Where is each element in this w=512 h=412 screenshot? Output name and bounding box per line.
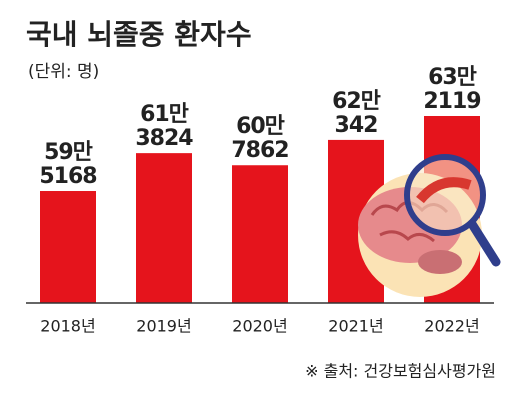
value-label: 342 <box>335 113 378 138</box>
bar <box>232 165 288 303</box>
value-label: 7862 <box>231 138 288 163</box>
x-tick-label: 2018년 <box>40 317 95 336</box>
value-label: 62만 <box>332 89 381 114</box>
chart-title: 국내 뇌졸중 환자수 <box>26 18 252 51</box>
x-tick-label: 2021년 <box>328 317 383 336</box>
brain-illustration <box>358 154 501 297</box>
x-tick-label: 2020년 <box>232 317 287 336</box>
x-tick-label: 2022년 <box>424 317 479 336</box>
value-label: 3824 <box>135 126 193 151</box>
x-tick-label: 2019년 <box>136 317 191 336</box>
cerebellum <box>418 250 462 274</box>
value-label: 5168 <box>39 164 96 189</box>
source: ※ 출처: 건강보험심사평가원 <box>305 362 496 381</box>
unit-label: (단위: 명) <box>28 62 99 82</box>
vessel <box>416 177 472 204</box>
value-label: 59만 <box>44 140 93 165</box>
bar <box>40 191 96 303</box>
value-label: 60만 <box>236 114 285 139</box>
value-label: 2119 <box>423 89 480 114</box>
magnifier-handle <box>467 219 501 267</box>
magnifier <box>404 154 486 236</box>
value-label: 61만 <box>140 102 189 127</box>
value-label: 63만 <box>428 65 477 90</box>
bar <box>136 153 192 303</box>
